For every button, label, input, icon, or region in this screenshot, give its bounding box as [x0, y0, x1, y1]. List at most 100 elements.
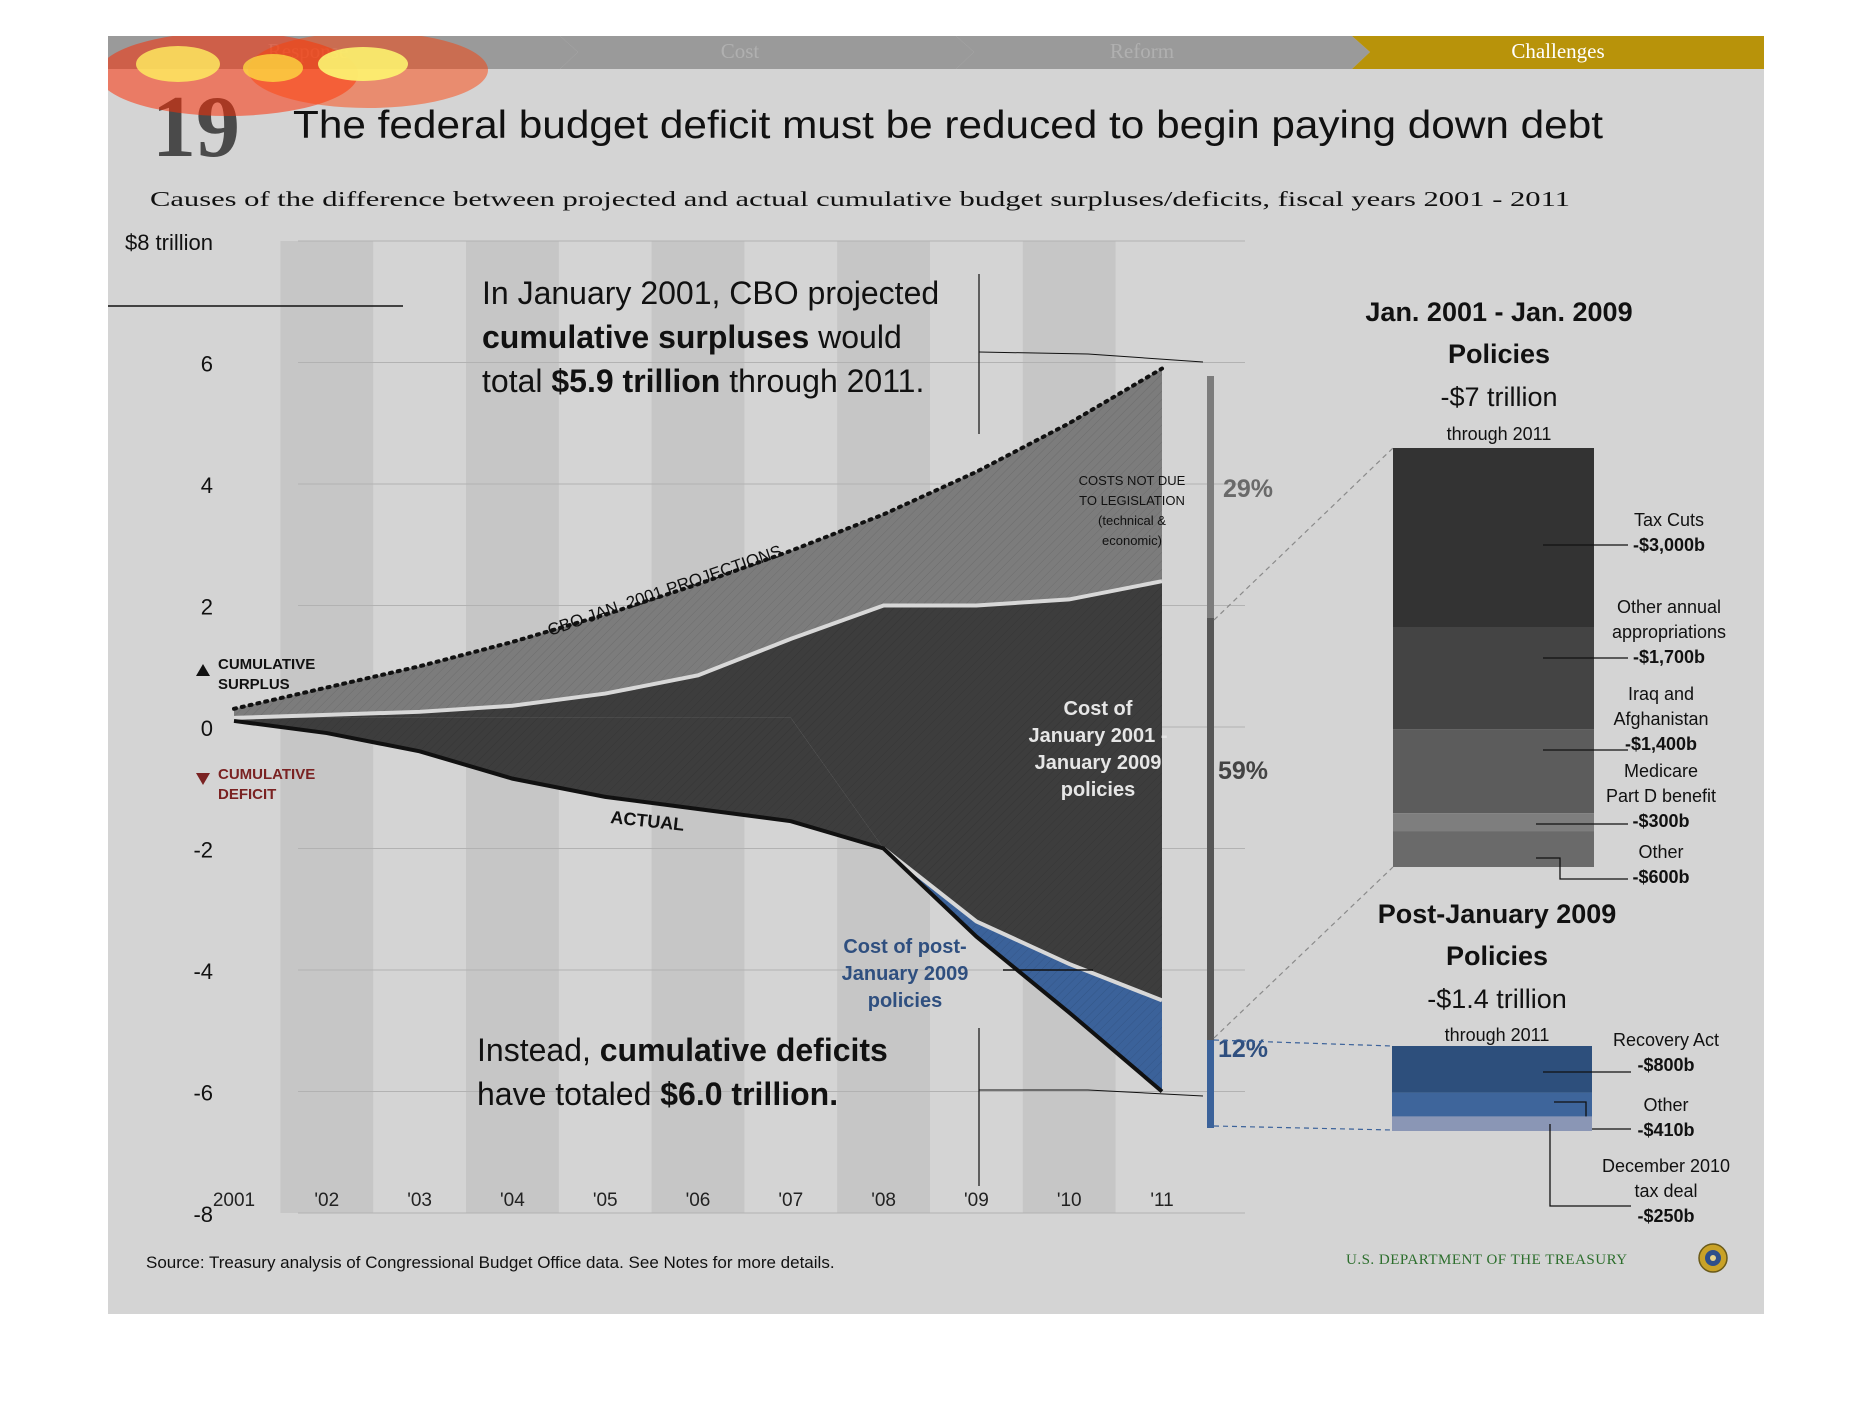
- top-annotation-line-1: In January 2001, CBO projected: [482, 275, 939, 311]
- nav-label-2: Reform: [1110, 39, 1174, 63]
- hatch-overlay: [234, 368, 1162, 1092]
- top-annotation: In January 2001, CBO projected cumulativ…: [108, 274, 1204, 434]
- breakdown-2-title-2: Policies: [1446, 941, 1548, 971]
- stack-label: Tax Cuts: [1634, 510, 1704, 530]
- stack-label: Other annual: [1617, 597, 1721, 617]
- top-annotation-bold-2: $5.9 trillion: [551, 363, 720, 399]
- top-annotation-line-3: total $5.9 trillion through 2011.: [482, 363, 924, 399]
- technical-boundary-line: [233, 579, 1163, 720]
- bottom-annotation-text-1: Instead,: [477, 1032, 600, 1068]
- breakdown-2001-2009: Jan. 2001 - Jan. 2009 Policies -$7 trill…: [1365, 297, 1726, 887]
- slide: Response Cost Reform Challenges 19 The f…: [108, 36, 1764, 1314]
- x-tick-label: '07: [778, 1190, 803, 1211]
- x-tick-label: '10: [1057, 1190, 1082, 1211]
- breakdown-1-title-1: Jan. 2001 - Jan. 2009: [1365, 297, 1632, 327]
- stack-label: Medicare: [1624, 761, 1698, 781]
- y-axis: -8 -6 -4 -2 0 2 4 6 $8 trillion: [125, 230, 213, 1227]
- treasury-seal-icon: [1698, 1243, 1728, 1273]
- pct-bot: 12%: [1218, 1035, 1268, 1063]
- x-tick-label: '11: [1150, 1190, 1173, 1211]
- bottom-annotation-line-2: have totaled $6.0 trillion.: [477, 1076, 838, 1112]
- cost-not-due-label: COSTS NOT DUE TO LEGISLATION (technical …: [1079, 473, 1186, 548]
- page-title: The federal budget deficit must be reduc…: [293, 104, 1603, 147]
- cost-2001-2009-line-1: Cost of: [1064, 698, 1133, 720]
- x-tick-label: '08: [871, 1190, 896, 1211]
- surplus-label-1: CUMULATIVE: [218, 656, 315, 673]
- deficit-label-2: DEFICIT: [218, 786, 276, 803]
- bottom-annotation-bold-1: cumulative deficits: [600, 1032, 888, 1068]
- stack-value: -$3,000b: [1633, 535, 1705, 555]
- pct-bar-mid: [1207, 618, 1214, 1040]
- y-tick-label: -2: [193, 838, 213, 863]
- top-annotation-bold-1: cumulative surpluses: [482, 319, 809, 355]
- bottom-annotation-text-2: have totaled: [477, 1076, 660, 1112]
- nav-label-3: Challenges: [1511, 39, 1604, 63]
- top-annotation-text-4: through 2011.: [720, 363, 924, 399]
- x-tick-label: '02: [314, 1190, 339, 1211]
- stack-label: tax deal: [1634, 1181, 1697, 1201]
- stack-segment: [1393, 627, 1594, 730]
- stack-segment: [1393, 448, 1594, 628]
- top-annotation-line-2: cumulative surpluses would: [482, 319, 902, 355]
- nav-step-reform[interactable]: [956, 36, 1370, 69]
- costs-not-due-line-3: (technical &: [1098, 513, 1166, 528]
- stack-value: -$300b: [1632, 811, 1689, 831]
- stack-label: Other: [1643, 1095, 1688, 1115]
- projection-line: [232, 366, 1164, 711]
- stack-value: -$600b: [1632, 867, 1689, 887]
- stack-value: -$410b: [1637, 1120, 1694, 1140]
- stack-label: Afghanistan: [1613, 709, 1708, 729]
- pct-bar-bot: [1207, 1040, 1214, 1128]
- x-tick-label: '09: [964, 1190, 989, 1211]
- breakdown-1-title-2: Policies: [1448, 339, 1550, 369]
- stack-value: -$800b: [1637, 1055, 1694, 1075]
- y-tick-label: 0: [201, 716, 213, 741]
- y-tick-label: 4: [201, 473, 213, 498]
- stack-label: appropriations: [1612, 622, 1726, 642]
- breakdown-2-title-1: Post-January 2009: [1378, 899, 1617, 929]
- source-note: Source: Treasury analysis of Congression…: [146, 1253, 835, 1272]
- breakdown-1-note: through 2011: [1447, 424, 1552, 444]
- y-tick-label: 6: [201, 352, 213, 377]
- stack-value: -$1,400b: [1625, 734, 1697, 754]
- post-2009-boundary-line: [882, 846, 1163, 1003]
- y-tick-label: 2: [201, 595, 213, 620]
- costs-not-due-line-2: TO LEGISLATION: [1079, 493, 1185, 508]
- pct-top: 29%: [1223, 475, 1273, 503]
- breakdown-2-note: through 2011: [1445, 1025, 1550, 1045]
- cost-post-2009-line-3: policies: [868, 990, 942, 1012]
- costs-not-due-line-1: COSTS NOT DUE: [1079, 473, 1186, 488]
- nav-step-challenges[interactable]: [1352, 36, 1764, 69]
- y-tick-label: -4: [193, 959, 213, 984]
- x-tick-label: '04: [500, 1190, 525, 1211]
- cost-post-2009-line-1: Cost of post-: [843, 936, 966, 958]
- stack-label: Iraq and: [1628, 684, 1694, 704]
- surplus-arrow-icon: [196, 664, 210, 676]
- cost-2001-2009-line-3: January 2009: [1035, 752, 1162, 774]
- stack-label: Recovery Act: [1613, 1030, 1719, 1050]
- breakdown-2-total: -$1.4 trillion: [1427, 984, 1567, 1014]
- chart-subtitle: Causes of the difference between project…: [150, 187, 1570, 211]
- stack-post-2009: Recovery Act -$800b Other -$410b December 20…: [1392, 1030, 1730, 1226]
- y-tick-label: -6: [193, 1081, 213, 1106]
- x-tick-label: '05: [593, 1190, 618, 1211]
- agency-name: U.S. DEPARTMENT OF THE TREASURY: [1346, 1252, 1628, 1268]
- top-annotation-text-3: total: [482, 363, 551, 399]
- y-tick-label: -8: [193, 1202, 213, 1227]
- costs-not-due-line-4: economic): [1102, 533, 1162, 548]
- nav-step-cost[interactable]: [560, 36, 974, 69]
- figure: Response Cost Reform Challenges 19 The f…: [108, 36, 1764, 1273]
- bottom-annotation: Instead, cumulative deficits have totale…: [477, 1028, 1204, 1186]
- deficit-arrow-icon: [196, 773, 210, 785]
- pct-bar-top: [1207, 376, 1214, 618]
- bottom-annotation-bold-2: $6.0 trillion.: [660, 1076, 838, 1112]
- stack-value: -$250b: [1637, 1206, 1694, 1226]
- actual-line: [233, 718, 1164, 1094]
- surplus-label-2: SURPLUS: [218, 676, 290, 693]
- cost-2001-2009-line-2: January 2001 -: [1029, 725, 1168, 747]
- stack-segment: [1393, 813, 1594, 832]
- stack-segment: [1392, 1116, 1592, 1131]
- cost-post-2009-line-2: January 2009: [842, 963, 969, 985]
- stack-label: Other: [1638, 842, 1683, 862]
- breakdown-post-2009: Post-January 2009 Policies -$1.4 trillio…: [1378, 899, 1730, 1226]
